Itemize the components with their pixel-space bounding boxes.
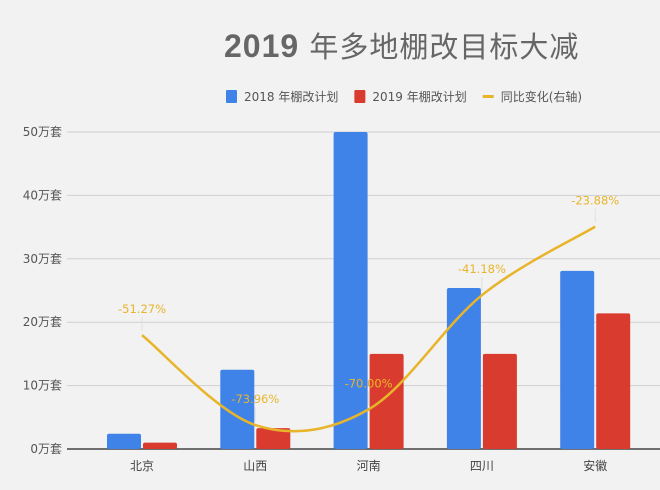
- bar-2018: [333, 132, 368, 449]
- legend-swatch: [482, 95, 494, 98]
- yoy-data-label: -41.18%: [458, 262, 506, 276]
- bar-2018: [446, 287, 481, 449]
- bar-2019: [369, 353, 404, 449]
- y-tick-label: 10万套: [23, 379, 62, 393]
- legend-label: 2018 年棚改计划: [244, 89, 338, 104]
- bar-2019: [482, 353, 517, 449]
- legend-label: 同比变化(右轴): [501, 89, 582, 104]
- yoy-data-label: -70.00%: [345, 376, 393, 390]
- y-tick-label: 20万套: [23, 315, 62, 329]
- chart-title: 2019 年多地棚改目标大减: [224, 28, 580, 64]
- bar-2018: [220, 369, 255, 449]
- yoy-data-label: -73.96%: [231, 392, 279, 406]
- x-tick-label: 北京: [130, 459, 154, 473]
- legend-swatch: [354, 90, 366, 103]
- legend-label: 2019 年棚改计划: [372, 89, 466, 104]
- x-tick-label: 河南: [357, 458, 381, 473]
- x-tick-label: 安徽: [583, 458, 607, 473]
- x-tick-label: 四川: [470, 459, 494, 473]
- bar-2019: [256, 428, 291, 449]
- y-tick-label: 40万套: [23, 188, 62, 202]
- x-tick-label: 山西: [243, 459, 267, 473]
- bar-2018: [107, 433, 141, 449]
- bar-2018: [560, 270, 595, 449]
- yoy-data-label: -23.88%: [571, 194, 619, 208]
- y-tick-label: 0万套: [30, 442, 62, 456]
- yoy-data-label: -51.27%: [118, 302, 166, 316]
- legend-swatch: [226, 90, 237, 103]
- yoy-line: [141, 225, 596, 433]
- bar-2019: [596, 313, 631, 449]
- y-tick-label: 50万套: [23, 125, 62, 139]
- y-tick-label: 30万套: [23, 252, 62, 266]
- bar-2019: [143, 442, 177, 449]
